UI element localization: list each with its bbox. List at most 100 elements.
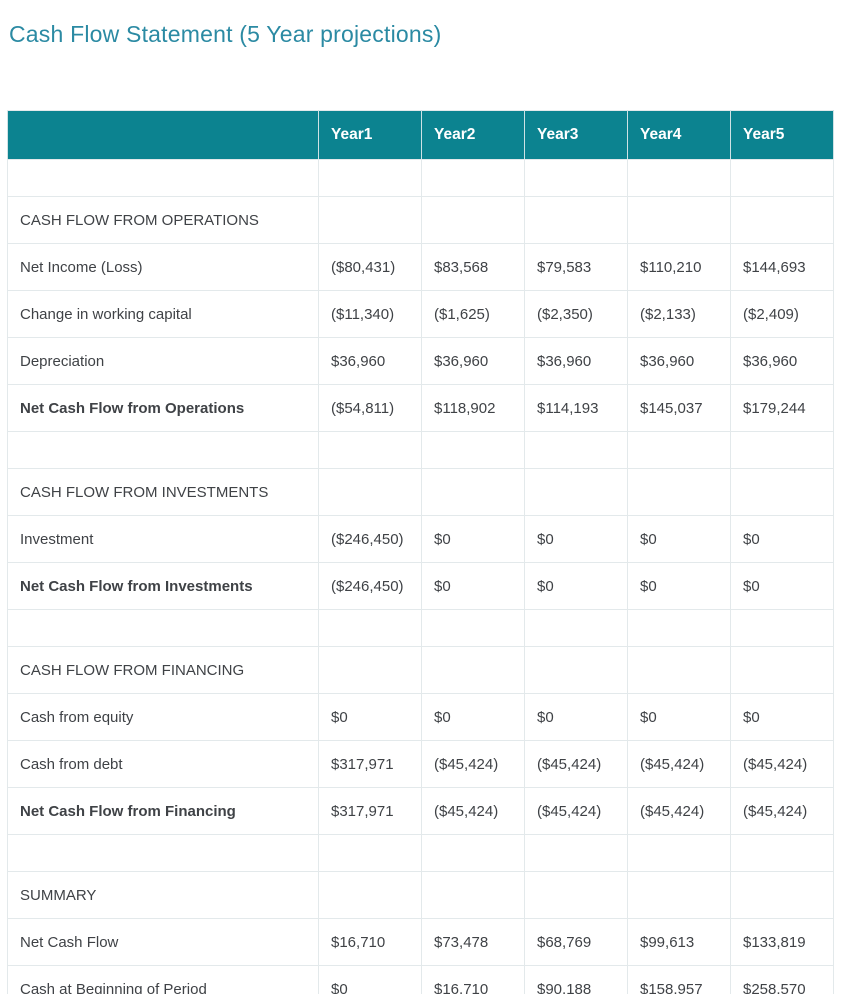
cell-value: $145,037	[627, 384, 731, 432]
section-label: CASH FLOW FROM INVESTMENTS	[7, 468, 319, 516]
cell-value	[318, 431, 422, 469]
cell-value	[524, 196, 628, 244]
section-row: SUMMARY	[7, 871, 834, 919]
section-label: SUMMARY	[7, 871, 319, 919]
cell-value	[318, 871, 422, 919]
cell-value	[730, 159, 834, 197]
header-cell-year4: Year4	[627, 110, 731, 160]
table-row: Net Cash Flow from Financing $317,971 ($45…	[7, 787, 834, 835]
page-title: Cash Flow Statement (5 Year projections)	[9, 21, 442, 48]
table-row: Cash from debt $317,971 ($45,424) ($45,424)…	[7, 740, 834, 788]
cell-value: $158,957	[627, 965, 731, 994]
row-label: Net Income (Loss)	[7, 243, 319, 291]
cell-value	[730, 468, 834, 516]
cell-value	[524, 159, 628, 197]
cell-value: $0	[524, 562, 628, 610]
header-cell-year2: Year2	[421, 110, 525, 160]
cell-value: ($2,133)	[627, 290, 731, 338]
section-row: CASH FLOW FROM OPERATIONS	[7, 196, 834, 244]
cell-value	[627, 834, 731, 872]
row-label: Net Cash Flow from Investments	[7, 562, 319, 610]
cell-value: $0	[627, 693, 731, 741]
cell-value	[421, 646, 525, 694]
cell-value: $36,960	[524, 337, 628, 385]
section-label: CASH FLOW FROM OPERATIONS	[7, 196, 319, 244]
cell-value: $144,693	[730, 243, 834, 291]
row-label: Investment	[7, 515, 319, 563]
row-label: Cash at Beginning of Period	[7, 965, 319, 994]
header-row: Year1 Year2 Year3 Year4 Year5	[7, 110, 834, 160]
cell-value	[627, 431, 731, 469]
cell-value: $90,188	[524, 965, 628, 994]
table-body: CASH FLOW FROM OPERATIONS Net Income (Los…	[7, 159, 834, 994]
cell-value: $114,193	[524, 384, 628, 432]
spacer-row	[7, 431, 834, 469]
table-row: Depreciation $36,960 $36,960 $36,960 $36,960…	[7, 337, 834, 385]
cell-value	[627, 196, 731, 244]
cell-value	[421, 196, 525, 244]
cell-value	[627, 646, 731, 694]
cell-value	[730, 609, 834, 647]
table-row: Net Cash Flow from Operations ($54,811) $1…	[7, 384, 834, 432]
table-row: Cash at Beginning of Period $0 $16,710 $90,…	[7, 965, 834, 994]
table-header: Year1 Year2 Year3 Year4 Year5	[7, 110, 834, 160]
cell-value	[421, 834, 525, 872]
cell-value: ($1,625)	[421, 290, 525, 338]
cell-value: ($45,424)	[730, 787, 834, 835]
cell-value: ($45,424)	[730, 740, 834, 788]
cash-flow-table: Year1 Year2 Year3 Year4 Year5 CASH FLOW …	[7, 110, 834, 994]
cell-value: $99,613	[627, 918, 731, 966]
cell-value: ($2,409)	[730, 290, 834, 338]
cell-value	[730, 871, 834, 919]
table-row: Net Cash Flow $16,710 $73,478 $68,769 $99,61…	[7, 918, 834, 966]
cell-value	[730, 646, 834, 694]
row-label: Net Cash Flow from Operations	[7, 384, 319, 432]
cell-value: $0	[524, 693, 628, 741]
cell-value: $0	[524, 515, 628, 563]
row-label: Cash from debt	[7, 740, 319, 788]
cell-value	[627, 871, 731, 919]
header-cell-year1: Year1	[318, 110, 422, 160]
spacer-row	[7, 834, 834, 872]
cell-value	[421, 468, 525, 516]
row-label: Change in working capital	[7, 290, 319, 338]
cell-value: ($246,450)	[318, 562, 422, 610]
cell-value: ($45,424)	[524, 740, 628, 788]
cell-value: $0	[421, 562, 525, 610]
cell-value	[318, 834, 422, 872]
cell-value: $16,710	[421, 965, 525, 994]
row-label: Net Cash Flow	[7, 918, 319, 966]
table-row: Cash from equity $0 $0 $0 $0 $0	[7, 693, 834, 741]
cell-value: ($45,424)	[421, 787, 525, 835]
cell-value: $36,960	[421, 337, 525, 385]
cell-value	[421, 609, 525, 647]
cell-value	[524, 609, 628, 647]
cell-value: $179,244	[730, 384, 834, 432]
cell-value: ($80,431)	[318, 243, 422, 291]
cell-value: $0	[730, 515, 834, 563]
cell-value: ($54,811)	[318, 384, 422, 432]
cell-value: $133,819	[730, 918, 834, 966]
spacer-row	[7, 609, 834, 647]
cell-value: $36,960	[318, 337, 422, 385]
cell-value	[524, 468, 628, 516]
cell-value	[730, 431, 834, 469]
table-row: Net Income (Loss) ($80,431) $83,568 $79,583…	[7, 243, 834, 291]
cell-value: $0	[627, 515, 731, 563]
cell-value: ($45,424)	[627, 787, 731, 835]
cell-value	[318, 646, 422, 694]
cell-value	[524, 834, 628, 872]
table-row: Net Cash Flow from Investments ($246,450)…	[7, 562, 834, 610]
cell-value	[421, 871, 525, 919]
cell-value	[524, 871, 628, 919]
table-row: Change in working capital ($11,340) ($1,62…	[7, 290, 834, 338]
row-label	[7, 159, 319, 197]
section-label: CASH FLOW FROM FINANCING	[7, 646, 319, 694]
cell-value: $16,710	[318, 918, 422, 966]
cell-value: $258,570	[730, 965, 834, 994]
cell-value: $0	[421, 693, 525, 741]
spacer-row	[7, 159, 834, 197]
cell-value	[627, 159, 731, 197]
row-label	[7, 834, 319, 872]
